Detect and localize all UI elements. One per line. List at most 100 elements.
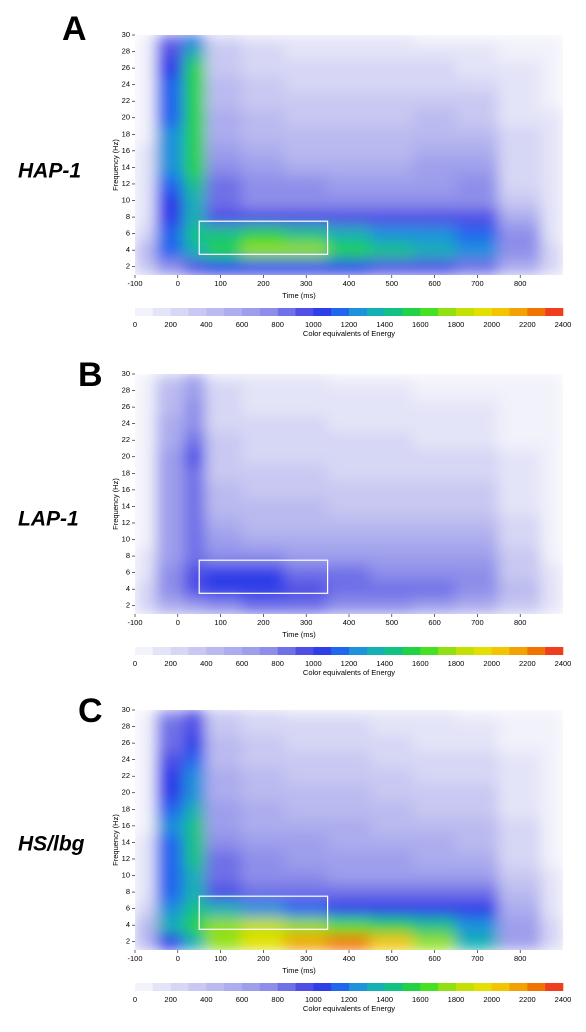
energy-cell (241, 92, 286, 110)
energy-cell (541, 108, 563, 127)
x-tick-label: 600 (428, 279, 441, 288)
energy-cell (183, 596, 207, 614)
energy-cell (541, 817, 563, 835)
energy-cell (327, 125, 371, 144)
energy-cell (498, 224, 543, 243)
colorbar-swatch (545, 647, 564, 655)
energy-cell (155, 596, 185, 614)
energy-cell (369, 866, 414, 885)
energy-cell (455, 547, 500, 565)
energy-cell (135, 514, 157, 532)
energy-cell (155, 447, 185, 466)
energy-cell (205, 514, 243, 532)
energy-cell (284, 734, 329, 752)
energy-cell (412, 208, 457, 226)
energy-cell (284, 899, 329, 918)
energy-cell (205, 530, 243, 549)
energy-cell (135, 497, 157, 516)
colorbar-swatch (420, 983, 439, 991)
energy-cell (498, 75, 543, 94)
y-tick-label: 24 (122, 755, 130, 764)
energy-cell (284, 241, 329, 259)
cells (135, 35, 563, 275)
energy-cell (369, 530, 414, 549)
energy-cell (327, 767, 371, 785)
group-label: LAP-1 (18, 508, 79, 531)
colorbar-tick-label: 200 (164, 659, 177, 668)
energy-cell (455, 59, 500, 77)
energy-cell (205, 717, 243, 736)
energy-cell (455, 580, 500, 598)
energy-cell (498, 497, 543, 516)
energy-cell (455, 191, 500, 210)
energy-cell (327, 547, 371, 565)
energy-cell (541, 241, 563, 259)
energy-cell (455, 224, 500, 243)
energy-cell (284, 125, 329, 144)
energy-cell (135, 381, 157, 400)
energy-cell (205, 158, 243, 177)
energy-cell (327, 241, 371, 259)
colorbar-swatch (438, 647, 457, 655)
energy-cell (369, 191, 414, 210)
energy-cell (455, 257, 500, 275)
energy-cell (498, 92, 543, 110)
colorbar-label: Color equivalents of Energy (303, 1004, 395, 1013)
energy-cell (205, 833, 243, 852)
energy-cell (327, 883, 371, 901)
energy-cell (412, 596, 457, 614)
energy-cell (205, 464, 243, 483)
colorbar-tick-label: 1400 (376, 995, 393, 1004)
colorbar-tick-label: 1000 (305, 995, 322, 1004)
energy-cell (241, 916, 286, 934)
energy-cell (183, 381, 207, 400)
energy-cell (455, 734, 500, 752)
energy-cell (135, 916, 157, 934)
energy-cell (183, 208, 207, 226)
x-tick-label: 0 (176, 954, 180, 963)
energy-cell (205, 241, 243, 259)
colorbar-tick-label: 1800 (448, 659, 465, 668)
energy-cell (135, 530, 157, 549)
colorbar-swatch (349, 983, 368, 991)
energy-cell (455, 750, 500, 769)
energy-cell (498, 899, 543, 918)
energy-cell (284, 191, 329, 210)
energy-cell (327, 464, 371, 483)
energy-cell (412, 224, 457, 243)
energy-cell (241, 750, 286, 769)
energy-cell (155, 374, 185, 383)
energy-cell (241, 932, 286, 950)
energy-cell (369, 481, 414, 499)
colorbar-tick-label: 0 (133, 659, 137, 668)
energy-cell (412, 481, 457, 499)
energy-cell (369, 833, 414, 852)
energy-cell (205, 108, 243, 127)
x-axis-label: Time (ms) (282, 291, 316, 300)
energy-cell (155, 497, 185, 516)
energy-cell (498, 916, 543, 934)
energy-cell (135, 208, 157, 226)
energy-cell (498, 932, 543, 950)
energy-cell (155, 883, 185, 901)
energy-cell (205, 563, 243, 582)
x-tick-label: 600 (428, 618, 441, 627)
energy-cell (183, 817, 207, 835)
energy-cell (155, 833, 185, 852)
energy-cell (498, 547, 543, 565)
roi-box (198, 559, 329, 594)
energy-cell (135, 596, 157, 614)
energy-cell (284, 717, 329, 736)
energy-cell (412, 464, 457, 483)
energy-cell (369, 514, 414, 532)
y-tick-label: 22 (122, 771, 130, 780)
energy-cell (455, 717, 500, 736)
energy-cell (284, 596, 329, 614)
colorbar-swatch (366, 983, 385, 991)
energy-cell (369, 374, 414, 383)
energy-cell (183, 580, 207, 598)
energy-cell (183, 224, 207, 243)
colorbar-swatch (170, 983, 189, 991)
colorbar-tick-label: 1800 (448, 995, 465, 1004)
energy-cell (135, 75, 157, 94)
